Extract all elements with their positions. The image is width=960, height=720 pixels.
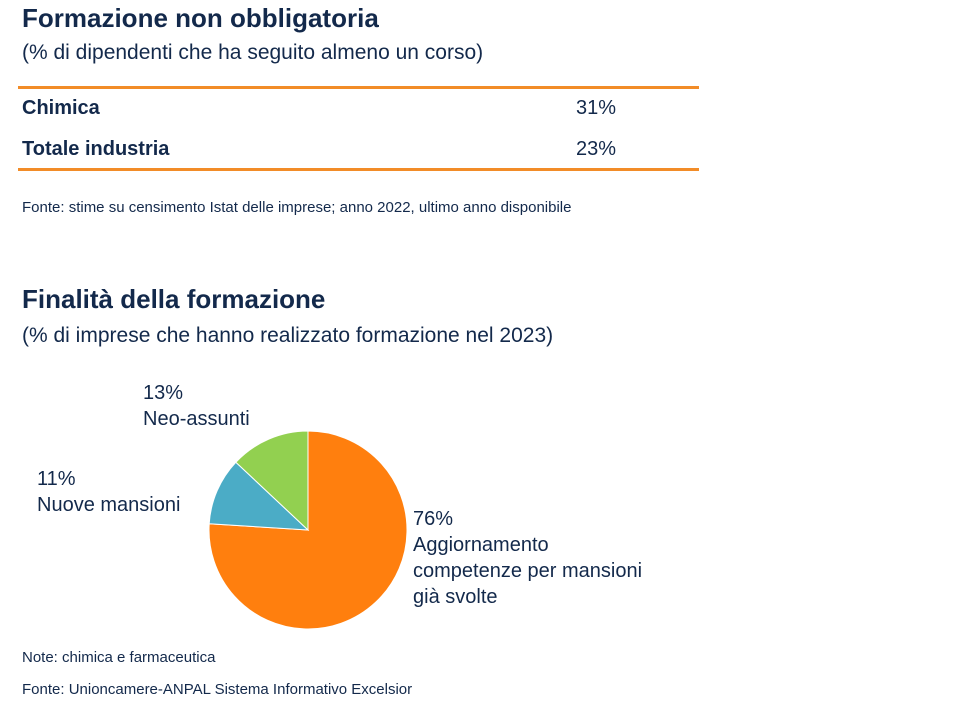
slice-label-aggiornamento: 76% Aggiornamento competenze per mansion… [413, 506, 642, 610]
slice-name-aggiornamento-line3: già svolte [413, 586, 498, 608]
chart-subtitle: (% di imprese che hanno realizzato forma… [22, 324, 554, 347]
table-title: Formazione non obbligatoria [22, 3, 379, 33]
slice-name-aggiornamento-line2: competenze per mansioni [413, 560, 643, 582]
row-value-totale-industria: 23% [576, 138, 617, 160]
table-top-rule [18, 86, 699, 89]
table-bottom-rule [18, 168, 699, 171]
slice-name-neo-assunti: Neo-assunti [143, 408, 250, 430]
slice-label-nuove-mansioni: 11% Nuove mansioni [37, 466, 180, 518]
slice-name-aggiornamento-line1: Aggiornamento [413, 534, 549, 556]
slice-value-aggiornamento: 76% [413, 508, 454, 530]
pie-slice-neo-assunti [235, 430, 309, 532]
row-value-chimica: 31% [576, 97, 617, 119]
chart-title: Finalità della formazione [22, 284, 326, 314]
slice-value-nuove-mansioni: 11% [37, 468, 76, 490]
table-source: Fonte: stime su censimento Istat delle i… [22, 199, 572, 216]
slice-name-nuove-mansioni: Nuove mansioni [37, 494, 181, 516]
row-label-totale-industria: Totale industria [22, 138, 170, 160]
row-label-chimica: Chimica [22, 97, 100, 119]
table-subtitle: (% di dipendenti che ha seguito almeno u… [22, 41, 484, 64]
slice-value-neo-assunti: 13% [143, 382, 184, 404]
chart-note: Note: chimica e farmaceutica [22, 649, 216, 666]
pie-slice-nuove-mansioni [208, 461, 310, 531]
chart-source: Fonte: Unioncamere-ANPAL Sistema Informa… [22, 681, 413, 698]
slice-label-neo-assunti: 13% Neo-assunti [143, 380, 250, 432]
pie-slices [208, 430, 408, 630]
